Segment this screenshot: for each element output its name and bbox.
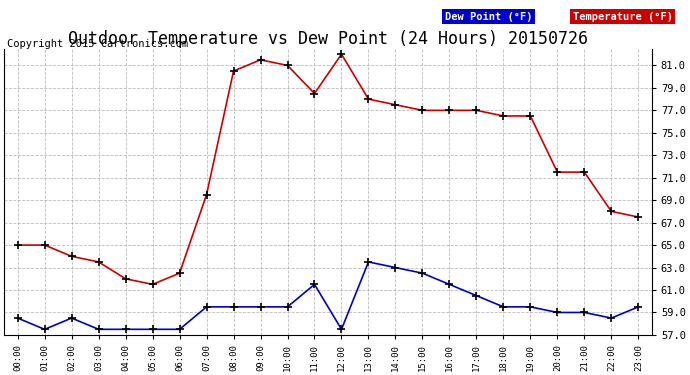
Text: Copyright 2015 Cartronics.com: Copyright 2015 Cartronics.com xyxy=(7,39,188,50)
Text: Dew Point (°F): Dew Point (°F) xyxy=(445,12,533,22)
Text: Temperature (°F): Temperature (°F) xyxy=(573,12,673,22)
Title: Outdoor Temperature vs Dew Point (24 Hours) 20150726: Outdoor Temperature vs Dew Point (24 Hou… xyxy=(68,30,588,48)
